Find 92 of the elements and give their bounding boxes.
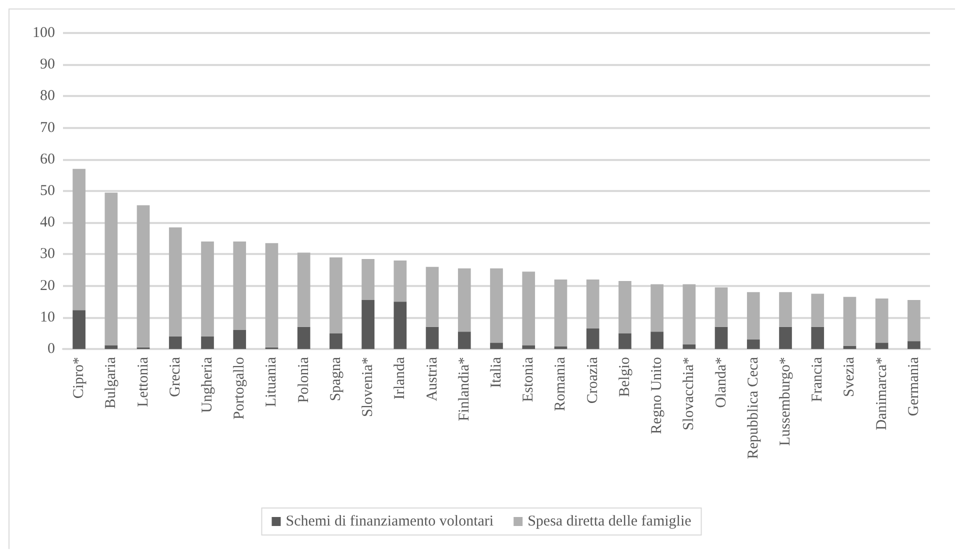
bar — [394, 302, 407, 349]
x-tick-label: Lituania — [264, 356, 280, 407]
y-tick-label: 90 — [40, 56, 55, 73]
bar — [233, 242, 246, 330]
bar — [779, 292, 792, 327]
x-tick-label: Irlanda — [392, 356, 408, 400]
bar — [650, 284, 664, 332]
bar — [908, 341, 920, 349]
x-tick-label: Danimarca* — [874, 357, 890, 430]
bar — [458, 332, 471, 349]
y-tick-label: 40 — [40, 214, 55, 231]
legend-label: Schemi di finanziamento volontari — [286, 514, 494, 530]
x-tick-label: Cipro* — [71, 357, 88, 399]
bar — [201, 336, 214, 349]
bar — [875, 342, 888, 349]
y-tick-label: 20 — [40, 278, 55, 294]
bar — [843, 346, 856, 349]
x-tick-label: Italia — [488, 356, 504, 388]
x-tick-label: Francia — [810, 356, 826, 402]
bar — [426, 266, 439, 327]
x-tick-label: Slovenia* — [360, 357, 376, 417]
bar — [362, 300, 374, 349]
bar — [330, 333, 342, 349]
bar — [522, 272, 536, 346]
x-tick-label: Spagna — [328, 356, 344, 402]
bar — [682, 284, 696, 344]
bar — [168, 227, 182, 336]
bar — [618, 281, 632, 334]
y-tick-label: 80 — [40, 88, 55, 104]
bar — [136, 205, 150, 348]
x-tick-label: Estonia — [520, 356, 537, 402]
bar — [843, 296, 856, 346]
x-tick-label: Bulgaria — [103, 356, 120, 409]
bar — [458, 268, 471, 332]
bar — [554, 346, 568, 349]
bar — [233, 330, 246, 349]
y-tick-label: 0 — [48, 341, 55, 357]
x-tick-label: Svezia — [842, 356, 858, 397]
x-tick-label: Finlandia* — [456, 357, 472, 422]
bar — [779, 326, 792, 349]
bar — [811, 326, 824, 349]
x-tick-label: Romania — [552, 356, 569, 412]
legend-label: Spesa diretta delle famiglie — [528, 514, 692, 530]
bar — [265, 243, 278, 348]
bar — [426, 326, 439, 349]
x-tick-label: Ungheria — [200, 356, 216, 413]
bar — [362, 258, 374, 300]
x-tick-label: Polonia — [296, 356, 312, 403]
bar — [714, 326, 728, 349]
bar — [168, 336, 182, 349]
y-tick-label: 100 — [32, 25, 55, 41]
x-tick-label: Repubblica Ceca — [745, 356, 762, 460]
bar — [618, 333, 632, 349]
x-tick-label: Croazia — [584, 356, 601, 404]
bar — [650, 332, 664, 349]
x-tick-label: Germania — [906, 356, 922, 416]
x-tick-label: Austria — [424, 356, 440, 402]
bar — [554, 279, 568, 346]
bar — [586, 328, 600, 349]
bar — [875, 298, 888, 343]
bar — [297, 252, 310, 327]
x-tick-label: Belgio — [616, 357, 633, 397]
y-tick-label: 70 — [40, 120, 55, 136]
x-tick-label: Regno Unito — [649, 357, 666, 434]
bar — [490, 268, 503, 343]
bar — [104, 345, 118, 349]
bar — [330, 257, 342, 334]
y-tick-label: 50 — [40, 183, 55, 199]
bar — [714, 287, 728, 327]
y-tick-label: 10 — [40, 309, 55, 326]
bar — [746, 292, 760, 340]
bar — [104, 192, 118, 346]
y-tick-label: 60 — [40, 151, 55, 168]
bar — [297, 326, 310, 349]
x-tick-label: Lettonia — [135, 356, 152, 407]
bar — [394, 260, 407, 302]
bar — [908, 300, 920, 342]
bar — [72, 310, 86, 349]
bar — [201, 242, 214, 336]
x-tick-label: Olanda* — [713, 357, 730, 408]
bar — [811, 294, 824, 327]
x-tick-label: Slovacchia* — [681, 357, 698, 430]
x-tick-label: Lussemburgo* — [778, 357, 794, 446]
bar — [682, 344, 696, 349]
bar — [586, 279, 600, 328]
bar — [746, 340, 760, 349]
y-tick-label: 30 — [40, 246, 55, 262]
x-tick-label: Grecia — [167, 356, 184, 397]
x-tick-label: Portogallo — [232, 357, 248, 420]
bar — [72, 168, 86, 310]
bar — [490, 342, 503, 349]
bar — [522, 345, 536, 349]
